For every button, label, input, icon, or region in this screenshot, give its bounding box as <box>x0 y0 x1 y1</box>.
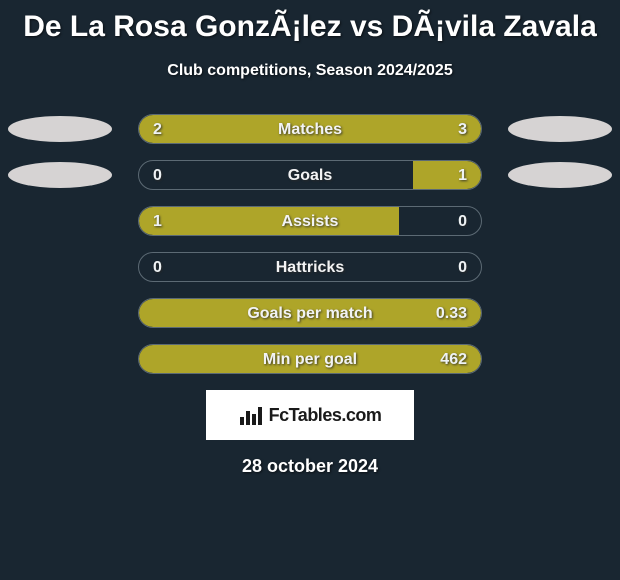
bar-outer: Min per goal 462 <box>138 344 482 374</box>
date: 28 october 2024 <box>0 456 620 477</box>
metric-row: 1 Assists 0 <box>0 206 620 236</box>
bar-outer: 0 Goals 1 <box>138 160 482 190</box>
player-oval-right <box>508 116 612 142</box>
value-right: 3 <box>458 115 467 144</box>
chart-icon <box>239 405 263 425</box>
metric-row: 0 Hattricks 0 <box>0 252 620 282</box>
brand-tag[interactable]: FcTables.com <box>206 390 414 440</box>
brand-text: FcTables.com <box>269 405 382 426</box>
metric-label: Matches <box>139 115 481 144</box>
player-oval-left <box>8 116 112 142</box>
comparison-rows: 2 Matches 3 0 Goals 1 1 Assists 0 0 <box>0 114 620 374</box>
player-oval-right <box>508 162 612 188</box>
value-right: 462 <box>440 345 467 374</box>
metric-row: Min per goal 462 <box>0 344 620 374</box>
metric-row: 0 Goals 1 <box>0 160 620 190</box>
value-right: 0 <box>458 253 467 282</box>
bar-outer: Goals per match 0.33 <box>138 298 482 328</box>
bar-outer: 2 Matches 3 <box>138 114 482 144</box>
metric-row: Goals per match 0.33 <box>0 298 620 328</box>
metric-label: Goals per match <box>139 299 481 328</box>
page-title: De La Rosa GonzÃ¡lez vs DÃ¡vila Zavala <box>0 0 620 44</box>
metric-label: Goals <box>139 161 481 190</box>
metric-label: Hattricks <box>139 253 481 282</box>
subtitle: Club competitions, Season 2024/2025 <box>0 62 620 80</box>
player-oval-left <box>8 162 112 188</box>
metric-row: 2 Matches 3 <box>0 114 620 144</box>
value-right: 0 <box>458 207 467 236</box>
value-right: 0.33 <box>436 299 467 328</box>
metric-label: Assists <box>139 207 481 236</box>
metric-label: Min per goal <box>139 345 481 374</box>
value-right: 1 <box>458 161 467 190</box>
bar-outer: 1 Assists 0 <box>138 206 482 236</box>
bar-outer: 0 Hattricks 0 <box>138 252 482 282</box>
